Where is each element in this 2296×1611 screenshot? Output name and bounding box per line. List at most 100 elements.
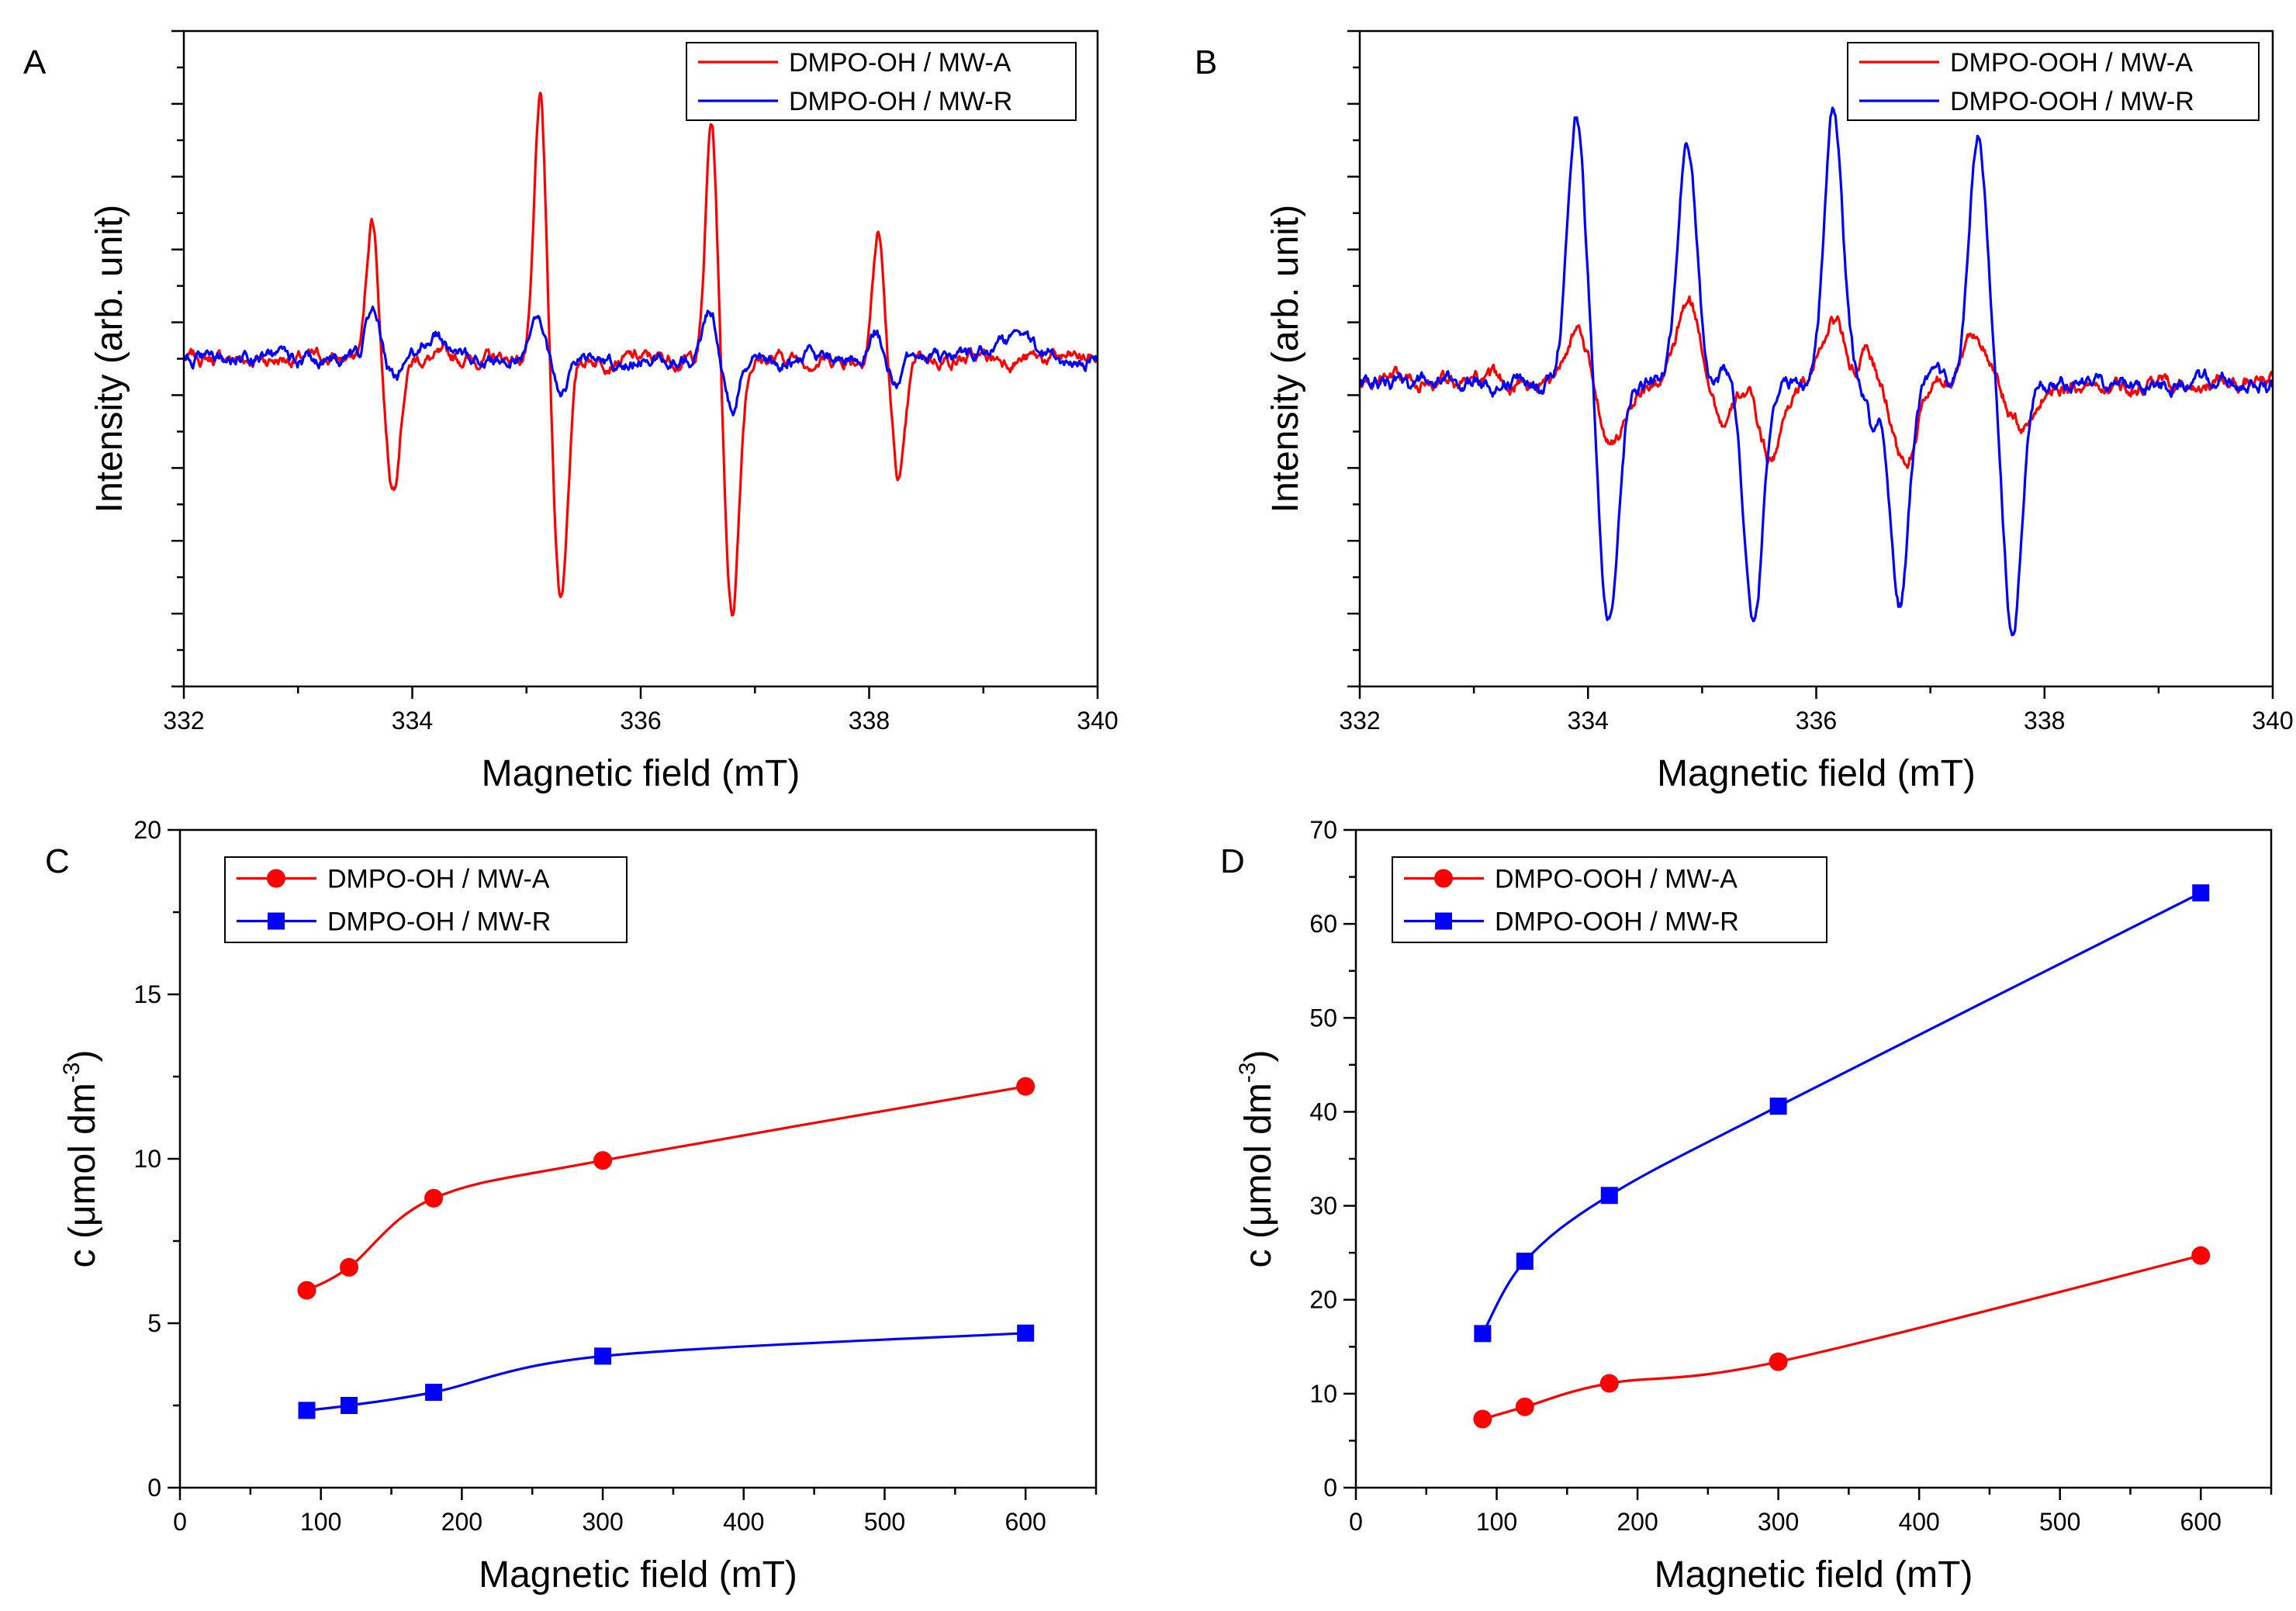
legend-label-dmpo-oh-mw-a: DMPO-OH / MW-A <box>327 865 550 894</box>
legend-label-dmpo-ooh-mw-r: DMPO-OOH / MW-R <box>1495 907 1739 937</box>
series-dmpo-oh-mw-a-line <box>306 1085 1026 1292</box>
series-dmpo-oh-mw-r-line <box>306 1332 1026 1412</box>
y-tick-label: 15 <box>133 980 161 1008</box>
legend-box <box>1392 856 1827 943</box>
legend-box <box>686 42 1077 121</box>
x-tick-label: 332 <box>163 707 204 735</box>
x-tick-label: 332 <box>1339 707 1380 735</box>
x-tick-label: 336 <box>1796 707 1837 735</box>
legend-label-dmpo-oh-mw-r: DMPO-OH / MW-R <box>789 87 1012 116</box>
x-axis-title: Magnetic field (mT) <box>482 753 800 794</box>
data-point-dmpo-oh-mw-r-600 <box>1017 1324 1035 1342</box>
series-dmpo-ooh-mw-a-line <box>1360 295 2273 469</box>
x-tick-label: 334 <box>392 707 433 735</box>
x-tick-label: 500 <box>2039 1508 2080 1536</box>
panel-b-letter: B <box>1195 43 1217 81</box>
legend-label-dmpo-ooh-mw-a: DMPO-OOH / MW-A <box>1495 865 1738 894</box>
legend-label-dmpo-oh-mw-a: DMPO-OH / MW-A <box>789 48 1011 78</box>
panel-b-legend: DMPO-OOH / MW-A DMPO-OOH / MW-R <box>1847 42 2260 121</box>
panel-c-plot-area <box>306 1085 1026 1412</box>
panel-c: C 0 100 200 300 400 500 600 0 5 10 15 20 Magnetic fie… <box>45 816 1098 1595</box>
y-tick-label: 50 <box>1309 1004 1337 1032</box>
x-tick-label: 600 <box>2180 1508 2222 1536</box>
data-point-dmpo-oh-mw-a-180 <box>424 1188 444 1208</box>
x-tick-label: 0 <box>173 1508 187 1536</box>
y-tick-label: 30 <box>1309 1192 1337 1220</box>
x-axis-title: Magnetic field (mT) <box>1655 1554 1973 1595</box>
x-tick-label: 500 <box>864 1508 905 1536</box>
y-axis-title: c (μmol dm-3) <box>1235 1049 1279 1267</box>
panel-d-letter: D <box>1220 842 1245 880</box>
legend-marker-dmpo-ooh-mw-a <box>1434 869 1453 888</box>
y-tick-label: 5 <box>147 1309 161 1337</box>
legend-box <box>1847 42 2260 121</box>
x-tick-label: 340 <box>1077 707 1118 735</box>
data-point-dmpo-ooh-mw-r-300 <box>1769 1098 1787 1115</box>
x-tick-label: 336 <box>620 707 661 735</box>
y-axis-title: Intensity (arb. unit) <box>89 205 130 513</box>
y-axis-title: Intensity (arb. unit) <box>1265 205 1306 513</box>
legend-label-dmpo-ooh-mw-r: DMPO-OOH / MW-R <box>1950 87 2194 116</box>
x-tick-label: 600 <box>1004 1508 1046 1536</box>
panel-a-letter: A <box>23 43 47 81</box>
panel-a: A 332 334 336 338 340 Magnetic field (mT) Inten… <box>23 29 1119 794</box>
y-tick-label: 20 <box>133 816 161 844</box>
data-point-dmpo-ooh-mw-a-180 <box>1599 1374 1619 1393</box>
panel-b: B 332 334 336 338 340 Magnetic field (mT) Inten… <box>1195 29 2294 794</box>
panel-d-plot-area <box>1482 891 2201 1421</box>
y-tick-label: 10 <box>1309 1380 1337 1408</box>
panel-c-letter: C <box>45 842 70 880</box>
legend-marker-dmpo-oh-mw-a <box>267 869 285 888</box>
data-point-dmpo-ooh-mw-a-120 <box>1515 1397 1534 1416</box>
data-point-dmpo-oh-mw-r-180 <box>425 1384 443 1402</box>
data-point-dmpo-ooh-mw-a-600 <box>2191 1246 2211 1265</box>
x-axis-title: Magnetic field (mT) <box>1657 753 1976 794</box>
panel-c-legend: DMPO-OH / MW-A DMPO-OH / MW-R <box>224 856 628 943</box>
x-tick-label: 100 <box>1476 1508 1517 1536</box>
legend-marker-dmpo-ooh-mw-r <box>1435 912 1452 930</box>
data-point-dmpo-oh-mw-r-300 <box>594 1347 612 1365</box>
data-point-dmpo-oh-mw-r-120 <box>341 1397 358 1414</box>
y-tick-label: 0 <box>147 1474 161 1502</box>
x-tick-label: 400 <box>1898 1508 1939 1536</box>
x-tick-label: 300 <box>582 1508 623 1536</box>
legend-box <box>224 856 628 943</box>
y-tick-label: 70 <box>1309 816 1337 844</box>
data-point-dmpo-ooh-mw-r-90 <box>1474 1325 1492 1343</box>
panel-b-plot-area <box>1360 106 2273 637</box>
data-point-dmpo-oh-mw-a-90 <box>297 1281 316 1300</box>
y-tick-label: 20 <box>1309 1286 1337 1314</box>
data-point-dmpo-oh-mw-a-300 <box>593 1151 613 1170</box>
panel-d: D 0 100 200 300 400 500 600 0 10 20 30 40 50 60 70 Magne… <box>1220 816 2273 1595</box>
legend-label-dmpo-oh-mw-r: DMPO-OH / MW-R <box>327 907 551 937</box>
data-point-dmpo-oh-mw-r-90 <box>298 1402 316 1419</box>
x-tick-label: 200 <box>441 1508 482 1536</box>
legend-label-dmpo-ooh-mw-a: DMPO-OOH / MW-A <box>1950 48 2193 78</box>
y-tick-label: 40 <box>1309 1098 1337 1125</box>
series-dmpo-oh-mw-r-line <box>184 306 1098 417</box>
x-tick-label: 100 <box>300 1508 341 1536</box>
x-tick-label: 338 <box>849 707 890 735</box>
x-tick-label: 0 <box>1349 1508 1363 1536</box>
y-tick-label: 10 <box>133 1145 161 1173</box>
data-point-dmpo-ooh-mw-r-180 <box>1600 1187 1618 1205</box>
legend-marker-dmpo-oh-mw-r <box>268 912 285 930</box>
y-tick-label: 0 <box>1323 1474 1337 1502</box>
series-dmpo-ooh-mw-r-line <box>1482 891 2201 1335</box>
series-dmpo-oh-mw-a-line <box>184 92 1098 617</box>
series-dmpo-ooh-mw-a-line <box>1482 1254 2201 1421</box>
data-point-dmpo-ooh-mw-a-90 <box>1473 1409 1492 1429</box>
x-tick-label: 300 <box>1758 1508 1799 1536</box>
y-tick-label: 60 <box>1309 910 1337 938</box>
x-tick-label: 340 <box>2252 707 2293 735</box>
panel-a-legend: DMPO-OH / MW-A DMPO-OH / MW-R <box>686 42 1077 121</box>
x-axis-title: Magnetic field (mT) <box>479 1554 797 1595</box>
x-tick-label: 338 <box>2024 707 2065 735</box>
data-point-dmpo-ooh-mw-r-600 <box>2192 884 2210 902</box>
panel-a-plot-area <box>184 92 1098 617</box>
data-point-dmpo-oh-mw-a-600 <box>1016 1077 1036 1096</box>
y-axis-title: c (μmol dm-3) <box>59 1049 103 1267</box>
data-point-dmpo-ooh-mw-r-120 <box>1516 1253 1534 1270</box>
x-tick-label: 400 <box>723 1508 764 1536</box>
